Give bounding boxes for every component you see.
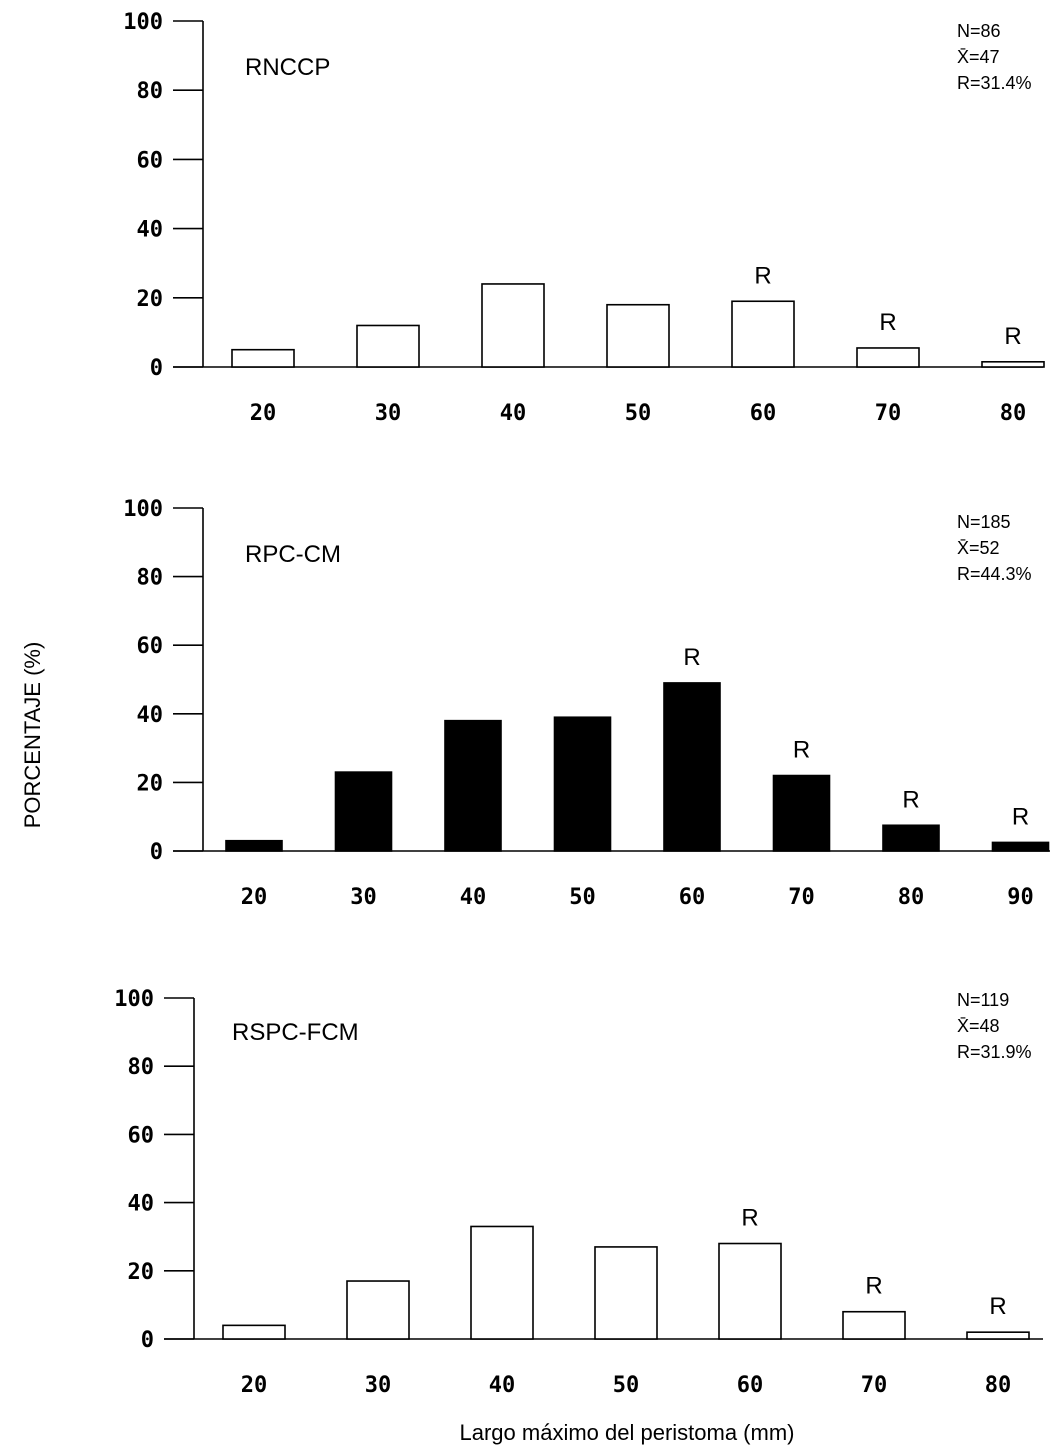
stat-line: R=31.4% <box>957 73 1032 93</box>
chart-panel-3: 0 20 40 60 80 100 20 30 40 50 60 R 70 R 80 R RSPC-FCM N=1… <box>114 987 1043 1398</box>
bar-annotation: R <box>902 786 919 813</box>
bar-annotation: R <box>754 262 771 289</box>
bar-80 <box>981 361 1045 368</box>
bar-30 <box>356 324 420 368</box>
bar-20 <box>225 839 283 852</box>
stat-line: R=44.3% <box>957 564 1032 584</box>
bar-annotation: R <box>683 644 700 671</box>
x-tick-label: 20 <box>241 885 268 910</box>
y-tick-label: 20 <box>137 771 164 796</box>
bar-annotation: R <box>989 1293 1006 1320</box>
bar-annotation: R <box>741 1205 758 1232</box>
y-tick-label: 60 <box>137 148 164 173</box>
x-tick-label: 50 <box>625 401 652 426</box>
bar-70 <box>842 1310 906 1340</box>
x-tick-label: 40 <box>500 401 527 426</box>
stat-line: R=31.9% <box>957 1042 1032 1062</box>
stat-line: X̄=52 <box>957 538 1000 558</box>
y-tick-label: 0 <box>141 1328 154 1353</box>
chart-panel-2: 0 20 40 60 80 100 20 30 40 50 60 R 70 R 80 R 90 R RPC-CM N=… <box>123 497 1050 910</box>
bar-50 <box>594 1246 658 1340</box>
chart-panel-1: 0 20 40 60 80 100 20 30 40 50 60 R 70 R 80 R RNCCP N=86 X̄… <box>123 10 1045 426</box>
y-tick-label: 100 <box>123 10 163 35</box>
bar-40 <box>481 283 545 368</box>
y-tick-label: 40 <box>137 218 164 243</box>
y-tick-label: 20 <box>137 287 164 312</box>
x-tick-label: 80 <box>898 885 925 910</box>
x-tick-label: 40 <box>460 885 487 910</box>
y-tick-label: 80 <box>128 1055 155 1080</box>
bar-70 <box>856 347 920 368</box>
y-tick-label: 60 <box>137 634 164 659</box>
stat-line: N=119 <box>957 990 1009 1010</box>
bar-20 <box>231 348 295 368</box>
bar-annotation: R <box>879 309 896 336</box>
bar-60 <box>731 300 795 368</box>
x-tick-label: 20 <box>250 401 277 426</box>
bar-80 <box>882 824 940 852</box>
y-tick-label: 80 <box>137 79 164 104</box>
y-tick-label: 80 <box>137 566 164 591</box>
bar-60 <box>718 1242 782 1340</box>
bar-70 <box>772 774 831 852</box>
bar-annotation: R <box>793 737 810 764</box>
y-tick-label: 100 <box>123 497 163 522</box>
stat-line: N=86 <box>957 21 1001 41</box>
x-tick-label: 60 <box>737 1373 764 1398</box>
x-tick-label: 60 <box>750 401 777 426</box>
bar-annotation: R <box>1004 323 1021 350</box>
bar-50 <box>606 303 670 368</box>
x-tick-label: 30 <box>375 401 402 426</box>
bar-40 <box>470 1225 534 1340</box>
x-tick-label: 50 <box>569 885 596 910</box>
x-tick-label: 60 <box>679 885 706 910</box>
panels: 0 20 40 60 80 100 20 30 40 50 60 R 70 R 80 R RNCCP N=86 X̄… <box>114 10 1050 1398</box>
stat-line: N=185 <box>957 512 1011 532</box>
x-tick-label: 30 <box>365 1373 392 1398</box>
bar-60 <box>663 682 721 852</box>
bar-annotation: R <box>1012 803 1029 830</box>
bar-30 <box>346 1280 410 1340</box>
bar-annotation: R <box>865 1273 882 1300</box>
x-tick-label: 70 <box>875 401 902 426</box>
bar-40 <box>444 719 502 852</box>
y-tick-label: 100 <box>114 987 154 1012</box>
x-tick-label: 70 <box>788 885 815 910</box>
x-tick-label: 90 <box>1007 885 1034 910</box>
y-tick-label: 0 <box>150 840 163 865</box>
y-tick-label: 40 <box>128 1192 155 1217</box>
x-tick-label: 40 <box>489 1373 516 1398</box>
x-tick-label: 80 <box>985 1373 1012 1398</box>
x-axis-title: Largo máximo del peristoma (mm) <box>460 1420 795 1445</box>
y-tick-label: 60 <box>128 1123 155 1148</box>
x-tick-label: 80 <box>1000 401 1027 426</box>
stat-line: X̄=48 <box>957 1016 1000 1036</box>
chart-title: RPC-CM <box>245 541 341 568</box>
x-tick-label: 50 <box>613 1373 640 1398</box>
y-tick-label: 20 <box>128 1260 155 1285</box>
stat-line: X̄=47 <box>957 47 1000 67</box>
bar-50 <box>553 716 612 852</box>
x-tick-label: 20 <box>241 1373 268 1398</box>
y-tick-label: 40 <box>137 703 164 728</box>
x-tick-label: 70 <box>861 1373 888 1398</box>
bar-30 <box>334 771 393 852</box>
y-tick-label: 0 <box>150 356 163 381</box>
bar-80 <box>966 1331 1030 1340</box>
x-tick-label: 30 <box>350 885 377 910</box>
y-axis-title: PORCENTAJE (%) <box>20 642 45 829</box>
bar-20 <box>222 1324 286 1340</box>
bar-90 <box>991 841 1050 852</box>
chart-title: RSPC-FCM <box>232 1019 359 1046</box>
chart-title: RNCCP <box>245 54 330 81</box>
